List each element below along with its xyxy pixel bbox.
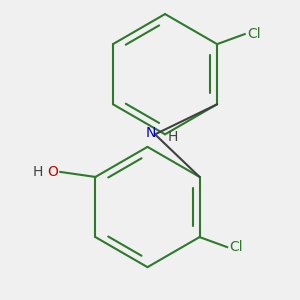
Text: O: O bbox=[47, 165, 58, 179]
Text: H: H bbox=[167, 130, 178, 144]
Text: H: H bbox=[32, 165, 43, 179]
Text: Cl: Cl bbox=[230, 240, 243, 254]
Text: N: N bbox=[146, 126, 156, 140]
Text: Cl: Cl bbox=[247, 27, 261, 41]
